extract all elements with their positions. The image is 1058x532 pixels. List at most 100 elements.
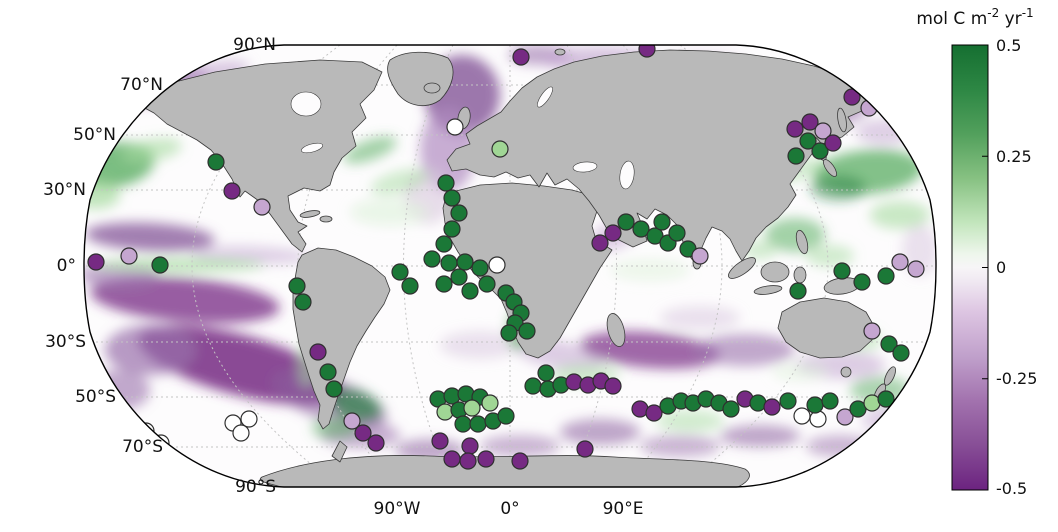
station-point (912, 127, 930, 145)
colorbar: mol C m-2 yr-1 0.5 0.25 0 -0.25 -0.5 (916, 6, 1037, 498)
station-point (450, 268, 468, 286)
lon-label-90e: 90°E (603, 499, 644, 519)
station-point (443, 189, 461, 207)
station-point (309, 343, 327, 361)
island-java (753, 285, 783, 295)
station-point (511, 452, 529, 470)
colorbar-title: mol C m-2 yr-1 (916, 6, 1033, 29)
station-point (617, 213, 635, 231)
continent-eurasia (446, 49, 875, 264)
flux-field-patch (810, 175, 866, 201)
station-point (450, 204, 468, 222)
station-point (793, 407, 811, 425)
station-point (478, 275, 496, 293)
station-point (288, 277, 306, 295)
island-svalbard (554, 48, 566, 56)
flux-field-patch (343, 136, 397, 164)
station-point (431, 432, 449, 450)
colorbar-tick-marks (982, 44, 988, 491)
flux-field-patch (370, 168, 430, 196)
station-point (653, 213, 671, 231)
station-point (880, 335, 898, 353)
station-point (853, 273, 871, 291)
station-point (488, 256, 506, 274)
station-point (437, 174, 455, 192)
station-point (811, 142, 829, 160)
station-point (892, 344, 910, 362)
cb-tick-0: 0 (996, 258, 1006, 277)
station-point (632, 220, 650, 238)
flux-field-patch (350, 198, 430, 226)
island-madagascar (606, 313, 626, 347)
station-point (120, 247, 138, 265)
lat-label-0: 0° (57, 256, 76, 276)
station-point (446, 118, 464, 136)
station-point (843, 88, 861, 106)
station-point (325, 380, 343, 398)
flux-field-patch (870, 71, 930, 99)
station-point (401, 277, 419, 295)
cb-tick-0.25: 0.25 (996, 147, 1032, 166)
longitude-labels: 90°W 0° 90°E (374, 499, 644, 519)
station-point (240, 410, 258, 428)
cb-tick--0.5: -0.5 (996, 479, 1027, 498)
station-point (899, 119, 917, 137)
flux-field-patch (90, 276, 280, 324)
station-point (454, 415, 472, 433)
lon-label-90w: 90°W (374, 499, 421, 519)
lat-label-30s: 30°S (45, 332, 86, 352)
flux-field-patch (85, 222, 215, 252)
flux-field-patch (660, 306, 740, 330)
island-sulawesi (793, 266, 807, 284)
flux-field-patch (806, 435, 874, 457)
station-point (833, 262, 851, 280)
station-point (524, 377, 542, 395)
station-point (423, 250, 441, 268)
island-sumatra (728, 257, 756, 279)
station-point (787, 147, 805, 165)
station-point (319, 363, 337, 381)
station-point (456, 253, 474, 271)
island-iceland (423, 82, 441, 94)
station-point (814, 122, 832, 140)
station-point (367, 434, 385, 452)
island-cuba (299, 210, 321, 218)
continents (140, 48, 896, 487)
station-point (806, 396, 824, 414)
station-point (497, 407, 515, 425)
station-point (459, 452, 477, 470)
station-point (801, 113, 819, 131)
station-point (786, 120, 804, 138)
station-point (391, 263, 409, 281)
flux-field-patch (772, 363, 828, 381)
station-point (604, 377, 622, 395)
station-point (877, 390, 895, 408)
station-point (443, 220, 461, 238)
station-point (645, 404, 663, 422)
station-point (435, 235, 453, 253)
continent-antarctica (259, 455, 750, 487)
station-point (821, 392, 839, 410)
station-point (824, 134, 842, 152)
station-point (789, 282, 807, 300)
island-borneo (760, 261, 790, 283)
lat-label-90n: 90°N (233, 35, 276, 55)
station-point (461, 282, 479, 300)
lat-label-70n: 70°N (120, 75, 163, 95)
flux-field-patch (640, 435, 720, 457)
station-point (668, 224, 686, 242)
island-philippines (795, 229, 809, 255)
flux-field-patch (560, 419, 640, 445)
flux-field-patch (870, 201, 930, 229)
station-point (223, 182, 241, 200)
station-point (354, 424, 372, 442)
island-new-zealand-north (884, 366, 896, 386)
station-point (491, 140, 509, 158)
station-point (461, 437, 479, 455)
station-point (440, 254, 458, 272)
island-hispaniola (319, 215, 333, 223)
station-point (343, 412, 361, 430)
black-sea (572, 161, 598, 173)
continent-australia (777, 297, 875, 359)
